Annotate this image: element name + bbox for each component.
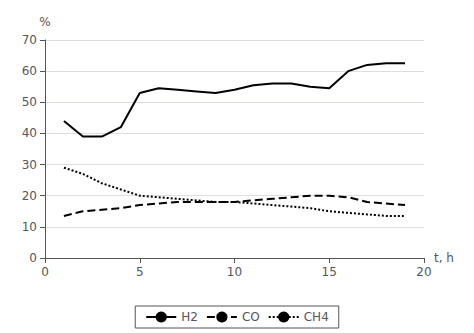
svg-text:0: 0 xyxy=(41,265,49,279)
svg-text:15: 15 xyxy=(322,265,337,279)
svg-text:H2: H2 xyxy=(181,310,198,324)
svg-text:40: 40 xyxy=(22,126,37,140)
svg-text:%: % xyxy=(39,15,50,29)
svg-text:CO: CO xyxy=(242,310,260,324)
svg-text:60: 60 xyxy=(22,64,37,78)
svg-text:0: 0 xyxy=(29,251,37,265)
svg-text:20: 20 xyxy=(416,265,431,279)
svg-text:50: 50 xyxy=(22,95,37,109)
svg-text:20: 20 xyxy=(22,189,37,203)
svg-text:10: 10 xyxy=(227,265,242,279)
svg-text:70: 70 xyxy=(22,33,37,47)
svg-text:5: 5 xyxy=(136,265,144,279)
svg-text:10: 10 xyxy=(22,220,37,234)
svg-text:CH4: CH4 xyxy=(304,310,329,324)
svg-text:t, h: t, h xyxy=(434,251,454,265)
svg-text:30: 30 xyxy=(22,158,37,172)
